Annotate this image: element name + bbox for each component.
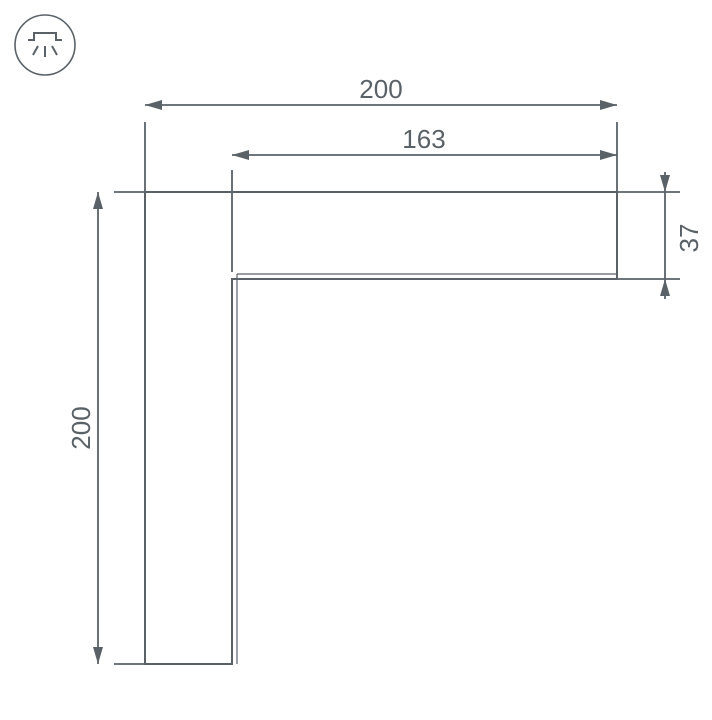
- dim-label-inner: 163: [402, 124, 445, 154]
- downlight-icon: [15, 15, 75, 75]
- dimension-height-200: 200: [66, 192, 145, 664]
- dimension-width-200: 200: [145, 74, 617, 192]
- dim-label-thickness: 37: [674, 224, 704, 253]
- l-shape-profile: [145, 192, 617, 664]
- dim-label-height: 200: [66, 406, 96, 449]
- drawing-canvas: 200 163 37 200: [0, 0, 712, 720]
- dimension-thickness-37: 37: [617, 172, 704, 299]
- dimension-inner-163: 163: [232, 124, 617, 272]
- dim-label-width: 200: [359, 74, 402, 104]
